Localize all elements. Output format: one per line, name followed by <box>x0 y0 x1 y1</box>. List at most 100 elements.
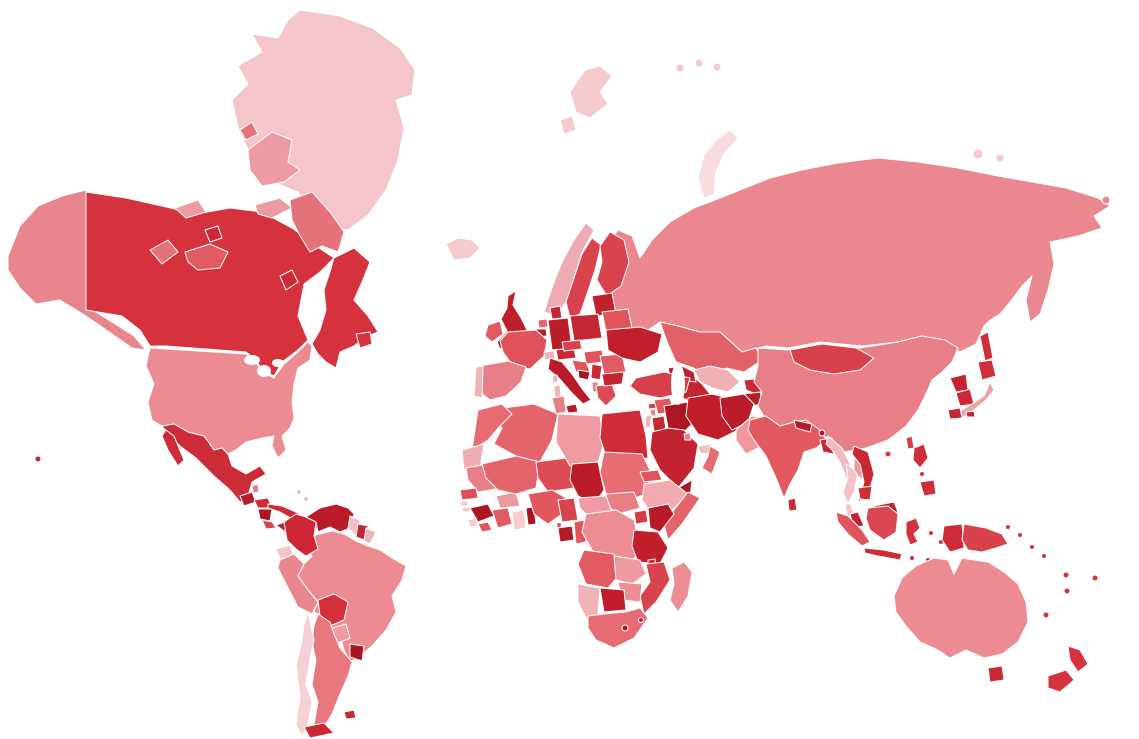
region-uruguay[interactable] <box>349 643 365 662</box>
region-oman[interactable] <box>701 445 721 475</box>
region-italy[interactable] <box>547 357 592 405</box>
region-borneo[interactable] <box>865 505 899 541</box>
region-banks-island[interactable] <box>149 239 179 265</box>
region-novaya-zemlya[interactable] <box>697 129 739 199</box>
region-lesser-sunda[interactable] <box>909 555 915 561</box>
region-iceland[interactable] <box>445 237 481 261</box>
region-java[interactable] <box>863 547 903 561</box>
region-ivory-coast[interactable] <box>491 507 513 529</box>
region-sakhalin[interactable] <box>979 331 994 362</box>
region-india[interactable] <box>747 415 827 499</box>
region-north-korea[interactable] <box>949 373 969 393</box>
region-ellesmere-island[interactable] <box>247 131 301 187</box>
region-svalbard[interactable] <box>569 65 613 119</box>
region-taiwan[interactable] <box>905 435 915 450</box>
region-serbia[interactable] <box>590 363 603 381</box>
region-israel[interactable] <box>644 414 653 429</box>
region-burkina-faso[interactable] <box>495 491 521 509</box>
region-tierra-del-fuego[interactable] <box>303 722 335 739</box>
region-kenya[interactable] <box>647 503 675 533</box>
region-argentina[interactable] <box>311 613 353 731</box>
region-canada-mainland[interactable] <box>85 191 335 377</box>
region-costa-rica[interactable] <box>261 519 277 530</box>
region-papua-new-guinea[interactable] <box>961 523 1009 553</box>
region-southampton-island[interactable] <box>279 269 299 291</box>
region-philippines-luzon[interactable] <box>912 443 929 469</box>
region-uzbekistan[interactable] <box>693 365 741 393</box>
region-mongolia[interactable] <box>789 343 875 375</box>
region-russia[interactable] <box>599 157 1111 353</box>
region-saudi-arabia[interactable] <box>649 427 699 489</box>
region-new-zealand-north[interactable] <box>1067 645 1089 673</box>
region-tunisia[interactable] <box>551 395 567 415</box>
region-portugal[interactable] <box>473 365 484 399</box>
region-cameroon[interactable] <box>557 497 579 523</box>
region-bahamas[interactable] <box>303 496 309 502</box>
region-ghana[interactable] <box>511 509 527 531</box>
region-switzerland[interactable] <box>543 350 556 361</box>
region-french-guiana[interactable] <box>363 527 377 545</box>
region-sicily[interactable] <box>565 403 579 414</box>
region-gabon[interactable] <box>557 525 575 543</box>
region-kazakhstan[interactable] <box>659 321 763 381</box>
region-colombia[interactable] <box>283 513 319 557</box>
region-ireland[interactable] <box>484 320 504 343</box>
region-uganda[interactable] <box>633 509 649 525</box>
region-nicaragua[interactable] <box>257 508 273 522</box>
region-france[interactable] <box>499 329 548 370</box>
region-zambia[interactable] <box>613 555 647 585</box>
region-melanesia-island[interactable] <box>1017 532 1023 538</box>
region-chile[interactable] <box>295 611 315 737</box>
region-papua-indonesia[interactable] <box>941 523 965 553</box>
region-guinea-bissau[interactable] <box>461 506 471 513</box>
region-madagascar[interactable] <box>669 561 693 613</box>
region-finland[interactable] <box>596 231 630 297</box>
region-wrangel-island[interactable] <box>1101 195 1111 205</box>
region-tasmania[interactable] <box>987 665 1005 683</box>
region-falkland-islands[interactable] <box>343 709 357 720</box>
region-greenland[interactable] <box>231 9 416 231</box>
region-botswana[interactable] <box>599 587 627 613</box>
region-kuwait[interactable] <box>683 432 692 441</box>
region-vanuatu[interactable] <box>1062 571 1070 579</box>
region-prince-of-wales-island[interactable] <box>204 225 223 243</box>
region-sumatra[interactable] <box>835 511 871 547</box>
region-hainan[interactable] <box>884 450 892 458</box>
region-greece[interactable] <box>595 383 617 407</box>
region-victoria-island[interactable] <box>184 243 229 271</box>
region-senegal[interactable] <box>459 487 479 501</box>
region-netherlands[interactable] <box>537 318 549 329</box>
region-lesotho[interactable] <box>621 624 629 632</box>
region-baja-california[interactable] <box>161 429 185 467</box>
region-melanesia-island[interactable] <box>1029 544 1035 550</box>
region-eswatini[interactable] <box>638 617 644 623</box>
region-sardinia[interactable] <box>553 384 562 399</box>
region-melanesia-island[interactable] <box>1005 524 1011 530</box>
region-bhutan[interactable] <box>818 429 826 437</box>
region-tanzania[interactable] <box>631 529 669 565</box>
region-philippines-visayas[interactable] <box>919 471 925 477</box>
region-fiji[interactable] <box>1091 574 1099 582</box>
region-denmark[interactable] <box>549 305 563 320</box>
region-sri-lanka[interactable] <box>787 497 798 512</box>
region-new-caledonia[interactable] <box>1042 611 1050 619</box>
region-devon-island[interactable] <box>254 197 293 219</box>
region-belize[interactable] <box>251 483 260 494</box>
region-svalbard[interactable] <box>559 115 577 135</box>
region-sulawesi[interactable] <box>905 517 921 546</box>
region-corsica[interactable] <box>551 374 559 384</box>
region-spain[interactable] <box>479 360 527 401</box>
region-new-siberian-islands[interactable] <box>995 153 1005 163</box>
region-philippines-mindanao[interactable] <box>919 479 937 497</box>
region-melville-island[interactable] <box>174 199 207 219</box>
region-canada-newfoundland[interactable] <box>355 331 373 349</box>
region-cambodia[interactable] <box>857 485 873 501</box>
region-south-africa[interactable] <box>587 607 649 649</box>
region-japan-kyushu[interactable] <box>947 407 963 420</box>
region-bosnia[interactable] <box>577 369 591 381</box>
region-eritrea[interactable] <box>639 469 663 483</box>
region-franz-josef-land[interactable] <box>694 58 704 68</box>
region-australia[interactable] <box>893 557 1029 659</box>
region-franz-josef-land[interactable] <box>712 62 722 72</box>
region-czechia[interactable] <box>561 339 583 352</box>
